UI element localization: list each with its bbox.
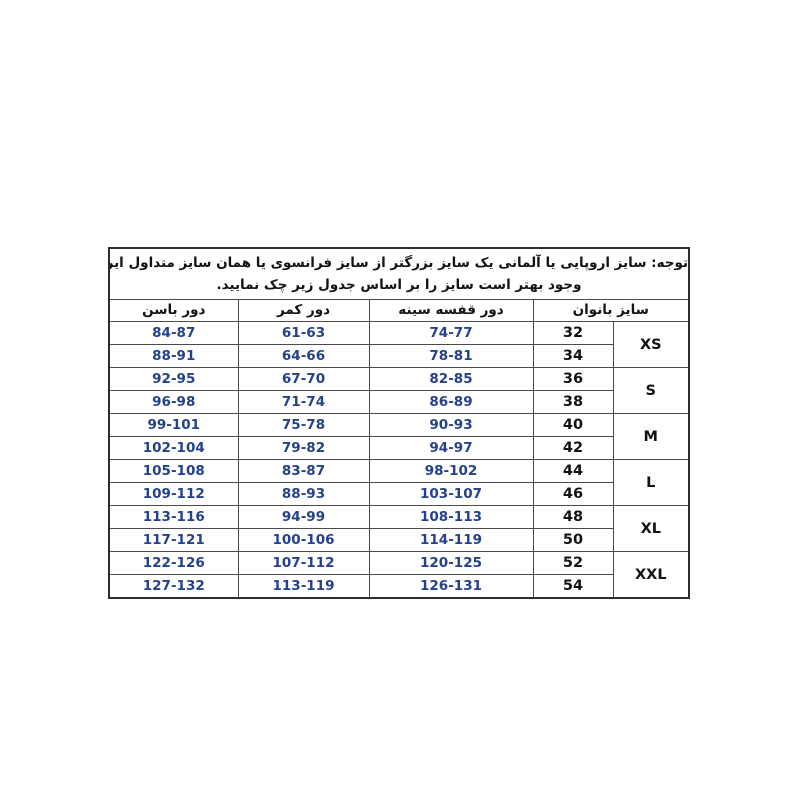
waist-range: 79-82 <box>237 436 370 460</box>
size-number: 36 <box>532 367 614 391</box>
hip-range: 96-98 <box>108 390 239 414</box>
waist-range: 88-93 <box>237 482 370 506</box>
waist-range: 107-112 <box>237 551 370 575</box>
table-row: 109-112 88-93 103-107 46 <box>108 482 689 506</box>
chest-range: 114-119 <box>368 528 534 552</box>
chest-range: 82-85 <box>368 367 534 391</box>
chest-range: 94-97 <box>368 436 534 460</box>
size-letter: XS <box>612 321 690 368</box>
table-row: 99-101 75-78 90-93 40 M <box>108 413 690 460</box>
size-number: 34 <box>532 344 614 368</box>
header-size: سایز بانوان <box>532 299 690 322</box>
waist-range: 94-99 <box>237 505 370 529</box>
waist-range: 64-66 <box>237 344 370 368</box>
size-number: 32 <box>532 321 614 345</box>
table-row: 92-95 67-70 82-85 36 S <box>108 367 690 414</box>
size-number: 50 <box>532 528 614 552</box>
note-cell: توجه: سایز اروپایی یا آلمانی یک سایز بزر… <box>108 247 690 300</box>
header-chest: دور قفسه سینه <box>368 299 534 322</box>
table-row: 113-116 94-99 108-113 48 XL <box>108 505 690 552</box>
waist-range: 75-78 <box>237 413 370 437</box>
table-row: 84-87 61-63 74-77 32 XS <box>108 321 690 368</box>
chest-range: 120-125 <box>368 551 534 575</box>
size-chart: توجه: سایز اروپایی یا آلمانی یک سایز بزر… <box>108 247 691 599</box>
hip-range: 127-132 <box>108 574 239 599</box>
size-number: 52 <box>532 551 614 575</box>
chest-range: 90-93 <box>368 413 534 437</box>
header-hip: دور باسن <box>108 299 239 322</box>
chest-range: 126-131 <box>368 574 534 599</box>
size-number: 48 <box>532 505 614 529</box>
hip-range: 117-121 <box>108 528 239 552</box>
chest-range: 98-102 <box>368 459 534 483</box>
chest-range: 78-81 <box>368 344 534 368</box>
size-number: 40 <box>532 413 614 437</box>
waist-range: 83-87 <box>237 459 370 483</box>
header-row: دور باسن دور کمر دور قفسه سینه سایز بانو… <box>108 299 690 322</box>
size-chart-table: توجه: سایز اروپایی یا آلمانی یک سایز بزر… <box>108 247 691 599</box>
size-number: 38 <box>532 390 614 414</box>
hip-range: 84-87 <box>108 321 239 345</box>
hip-range: 105-108 <box>108 459 239 483</box>
note-line-2: وجود بهتر است سایز را بر اساس جدول زیر چ… <box>216 277 582 293</box>
hip-range: 102-104 <box>108 436 239 460</box>
size-number: 54 <box>532 574 614 599</box>
chest-range: 103-107 <box>368 482 534 506</box>
waist-range: 100-106 <box>237 528 370 552</box>
waist-range: 67-70 <box>237 367 370 391</box>
table-row: 105-108 83-87 98-102 44 L <box>108 459 690 506</box>
table-row: 122-126 107-112 120-125 52 XXL <box>108 551 690 599</box>
size-letter: XL <box>612 505 690 552</box>
header-waist: دور کمر <box>237 299 370 322</box>
size-number: 44 <box>532 459 614 483</box>
chest-range: 86-89 <box>368 390 534 414</box>
size-number: 42 <box>532 436 614 460</box>
size-number: 46 <box>532 482 614 506</box>
table-row: 96-98 71-74 86-89 38 <box>108 390 689 414</box>
size-letter: XXL <box>612 551 690 599</box>
note-row: توجه: سایز اروپایی یا آلمانی یک سایز بزر… <box>108 247 690 300</box>
note-line-1: توجه: سایز اروپایی یا آلمانی یک سایز بزر… <box>110 255 689 271</box>
size-letter: S <box>612 367 690 414</box>
table-row: 102-104 79-82 94-97 42 <box>108 436 689 460</box>
waist-range: 61-63 <box>237 321 370 345</box>
table-row: 88-91 64-66 78-81 34 <box>108 344 689 368</box>
waist-range: 71-74 <box>237 390 370 414</box>
chest-range: 74-77 <box>368 321 534 345</box>
size-letter: M <box>612 413 690 460</box>
size-letter: L <box>612 459 690 506</box>
table-row: 117-121 100-106 114-119 50 <box>108 528 689 552</box>
chest-range: 108-113 <box>368 505 534 529</box>
table-row: 127-132 113-119 126-131 54 <box>108 574 689 599</box>
hip-range: 92-95 <box>108 367 239 391</box>
hip-range: 109-112 <box>108 482 239 506</box>
hip-range: 88-91 <box>108 344 239 368</box>
hip-range: 113-116 <box>108 505 239 529</box>
hip-range: 99-101 <box>108 413 239 437</box>
waist-range: 113-119 <box>237 574 370 599</box>
hip-range: 122-126 <box>108 551 239 575</box>
